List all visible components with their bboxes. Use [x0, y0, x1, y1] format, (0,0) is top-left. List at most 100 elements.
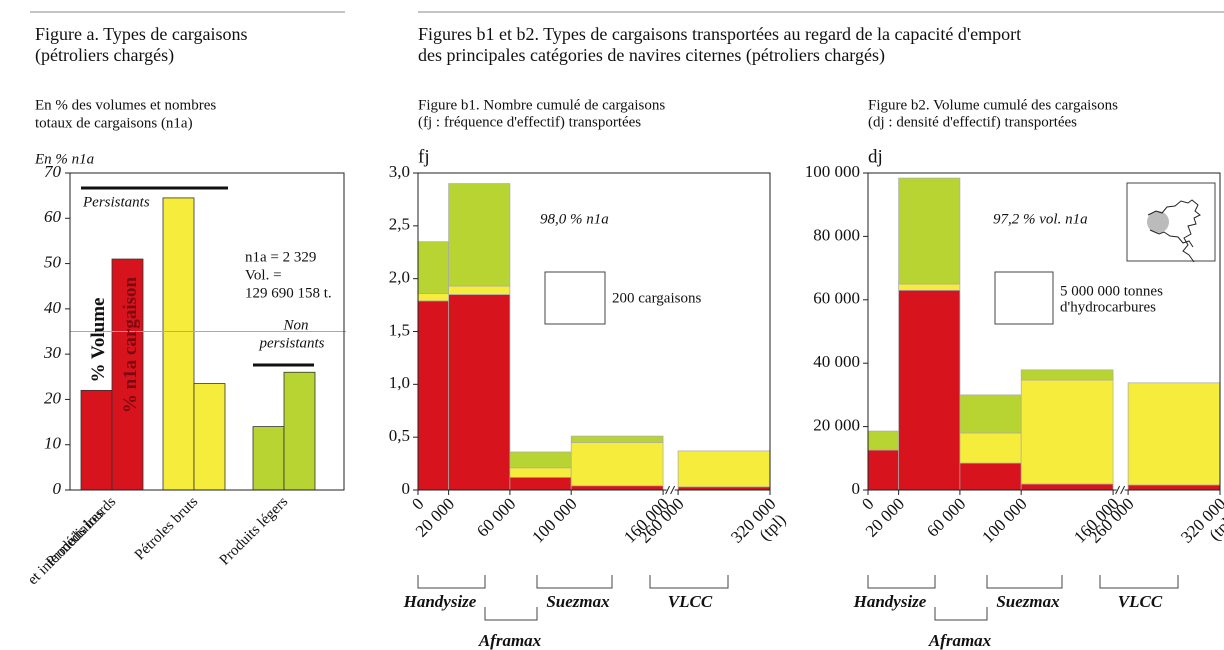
y-tick-label: 10 [44, 434, 62, 453]
bar [80, 389, 113, 491]
class-bracket [536, 575, 613, 589]
key-label: 200 cargaisons [612, 290, 701, 306]
y-tick-label: 40 000 [813, 352, 860, 371]
axis-break-mark [1120, 485, 1126, 495]
class-bracket [417, 575, 486, 589]
bar-segment [867, 430, 899, 451]
bar-segment [448, 285, 511, 295]
series-label: % Volume [88, 298, 109, 383]
y-tick-label: 50 [44, 252, 62, 271]
chart-subtitle: En % des volumes et nombres [35, 97, 216, 113]
bar-segment [570, 485, 664, 491]
y-tick-label: 2,0 [389, 268, 410, 287]
y-tick-label: 30 [43, 343, 62, 362]
class-label: Aframax [928, 631, 992, 650]
bar-segment [1020, 483, 1114, 491]
annotation: 97,2 % vol. n1a [993, 211, 1088, 227]
y-tick-label: 1,5 [389, 320, 410, 339]
bar-segment [959, 394, 1022, 434]
x-tick-label: 0 [858, 494, 877, 513]
class-label: Suezmax [996, 592, 1060, 611]
bar-segment [677, 450, 771, 488]
bar-segment [509, 476, 572, 491]
bar [252, 426, 285, 491]
class-bracket [484, 607, 538, 621]
bar-segment [1020, 379, 1114, 485]
axis-break-mark [665, 485, 671, 495]
chart-title: (pétroliers chargés) [35, 45, 174, 66]
x-tick-label: 60 000 [473, 494, 519, 540]
bar-segment [448, 294, 511, 491]
x-tick-label: 0 [408, 494, 427, 513]
axis-break-mark [670, 485, 676, 495]
bar-segment [570, 435, 664, 443]
y-tick-label: 2,5 [389, 215, 410, 234]
bar-segment [570, 442, 664, 487]
axis-break-mark [1115, 485, 1121, 495]
x-tick-label: 60 000 [923, 494, 969, 540]
y-tick-label: 60 [44, 207, 62, 226]
size-key [544, 271, 606, 325]
series-label: % n1a cargaison [120, 276, 141, 413]
class-bracket [986, 575, 1063, 589]
chart-title: Figure a. Types de cargaisons [35, 24, 248, 44]
group-title: Figures b1 et b2. Types de cargaisons tr… [418, 24, 1021, 44]
axis-break [1116, 487, 1125, 493]
bar-segment [867, 449, 899, 491]
bar-segment [1020, 369, 1114, 381]
bar [111, 258, 144, 491]
class-bracket [934, 607, 988, 621]
class-label: Handysize [403, 592, 477, 611]
plot-frame [867, 172, 1221, 491]
key-label: d'hydrocarbures [1060, 299, 1156, 315]
y-tick-label: 0 [852, 479, 861, 498]
chart-title: (dj : densité d'effectif) transportées [868, 114, 1077, 130]
y-tick-label: 20 [44, 388, 62, 407]
chart-subtitle: totaux de cargaisons (n1a) [35, 115, 193, 131]
bar-segment [959, 462, 1022, 491]
x-tick-label: 100 000 [978, 494, 1031, 547]
annotation: Vol. = [245, 267, 282, 283]
annotation: Persistants [82, 194, 150, 210]
y-tick-label: 80 000 [813, 225, 860, 244]
annotation: persistants [258, 335, 324, 351]
plot-frame [69, 172, 345, 491]
group-title: des principales catégories de navires ci… [418, 45, 885, 66]
bar-segment [417, 293, 449, 302]
bar [193, 383, 226, 491]
annotation: 129 690 158 t. [245, 285, 332, 301]
bar-segment [448, 183, 511, 287]
bar-segment [898, 289, 961, 491]
annotation: Non [282, 317, 308, 333]
y-tick-label: 40 [44, 298, 62, 317]
y-tick-label: 20 000 [813, 416, 860, 435]
class-bracket [1099, 575, 1179, 589]
annotation: n1a = 2 329 [245, 249, 316, 265]
bar-segment [417, 300, 449, 491]
bar-segment [898, 283, 961, 291]
class-label: VLCC [1118, 592, 1163, 611]
y-tick-label: 0 [402, 479, 411, 498]
class-bracket [867, 575, 936, 589]
plot-frame [417, 172, 771, 491]
class-bracket [649, 575, 729, 589]
map-coast [1147, 199, 1201, 263]
bar-segment [1127, 484, 1221, 491]
inset-map [1126, 182, 1216, 263]
bar-segment [959, 432, 1022, 464]
bar [283, 371, 316, 491]
y-tick-label: 70 [44, 162, 62, 181]
x-tick-label: Pétroles bruts [132, 494, 201, 563]
bar-segment [417, 241, 449, 294]
chart-title: Figure b1. Nombre cumulé de cargaisons [418, 97, 665, 113]
class-label: Handysize [853, 592, 927, 611]
chart-title: Figure b2. Volume cumulé des cargaisons [868, 97, 1118, 113]
y-axis-label: dj [868, 146, 883, 167]
bar [162, 197, 195, 491]
class-label: Suezmax [546, 592, 610, 611]
bar-segment [509, 467, 572, 478]
y-tick-label: 100 000 [805, 162, 860, 181]
y-tick-label: 0,5 [389, 426, 410, 445]
key-label: 5 000 000 tonnes [1060, 283, 1163, 299]
